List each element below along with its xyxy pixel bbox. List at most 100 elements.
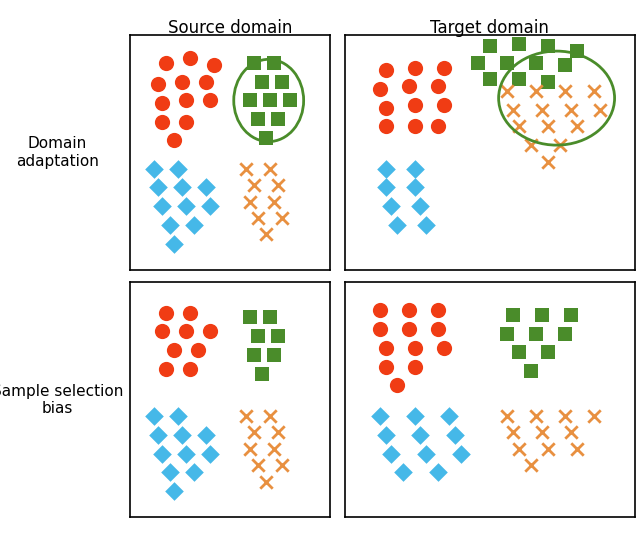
Point: [257, 369, 267, 378]
Point: [525, 141, 536, 149]
Point: [433, 122, 443, 131]
Point: [253, 461, 263, 470]
Point: [380, 122, 390, 131]
Point: [543, 445, 553, 453]
Point: [531, 411, 541, 420]
Point: [161, 59, 171, 67]
Point: [177, 431, 187, 439]
Point: [205, 202, 215, 211]
Point: [508, 428, 518, 437]
Point: [502, 411, 513, 420]
Point: [404, 306, 414, 314]
Point: [169, 487, 179, 495]
Point: [276, 461, 287, 470]
Point: [380, 343, 390, 352]
Point: [589, 411, 600, 420]
Point: [273, 181, 283, 189]
Point: [433, 468, 443, 477]
Point: [180, 96, 191, 104]
Point: [537, 428, 547, 437]
Point: [241, 164, 251, 173]
Point: [531, 59, 541, 67]
Point: [595, 106, 605, 114]
Point: [537, 106, 547, 114]
Point: [560, 411, 570, 420]
Text: Target domain: Target domain: [430, 19, 549, 37]
Point: [189, 468, 199, 477]
Point: [508, 311, 518, 319]
Point: [269, 197, 279, 206]
Point: [514, 40, 524, 49]
Point: [456, 449, 466, 458]
Point: [410, 343, 420, 352]
Point: [180, 202, 191, 211]
Point: [380, 66, 390, 74]
Point: [269, 445, 279, 453]
Point: [164, 468, 175, 477]
Point: [380, 183, 390, 192]
Point: [244, 313, 255, 321]
Point: [415, 431, 426, 439]
Point: [514, 445, 524, 453]
Point: [473, 59, 483, 67]
Point: [209, 61, 219, 69]
Point: [153, 431, 163, 439]
Point: [201, 183, 211, 192]
Point: [253, 214, 263, 222]
Point: [157, 99, 167, 107]
Point: [285, 96, 295, 104]
Point: [433, 306, 443, 314]
Point: [273, 332, 283, 340]
Point: [386, 202, 396, 211]
Point: [410, 164, 420, 173]
Point: [169, 239, 179, 248]
Point: [180, 449, 191, 458]
Point: [502, 329, 513, 338]
Point: [404, 325, 414, 333]
Point: [173, 411, 183, 420]
Point: [572, 47, 582, 55]
Point: [269, 59, 279, 67]
Point: [248, 59, 259, 67]
Point: [502, 59, 513, 67]
Point: [589, 87, 600, 95]
Point: [173, 164, 183, 173]
Point: [269, 351, 279, 359]
Point: [380, 164, 390, 173]
Point: [244, 96, 255, 104]
Point: [404, 82, 414, 91]
Point: [543, 42, 553, 51]
Point: [514, 75, 524, 84]
Point: [180, 117, 191, 126]
Point: [248, 181, 259, 189]
Point: [273, 428, 283, 437]
Point: [485, 75, 495, 84]
Point: [531, 87, 541, 95]
Point: [543, 77, 553, 86]
Point: [560, 329, 570, 338]
Point: [164, 221, 175, 229]
Point: [554, 141, 564, 149]
Point: [374, 306, 385, 314]
Point: [273, 115, 283, 124]
Point: [566, 428, 576, 437]
Point: [260, 230, 271, 239]
Point: [253, 115, 263, 124]
Point: [248, 428, 259, 437]
Point: [169, 136, 179, 144]
Point: [410, 183, 420, 192]
Point: [157, 202, 167, 211]
Point: [438, 63, 449, 72]
Point: [205, 327, 215, 336]
Point: [177, 183, 187, 192]
Point: [260, 134, 271, 142]
Point: [438, 101, 449, 109]
Point: [205, 449, 215, 458]
Point: [572, 445, 582, 453]
Point: [560, 61, 570, 69]
Point: [531, 329, 541, 338]
Point: [169, 346, 179, 354]
Point: [257, 77, 267, 86]
Point: [244, 445, 255, 453]
Point: [161, 365, 171, 373]
